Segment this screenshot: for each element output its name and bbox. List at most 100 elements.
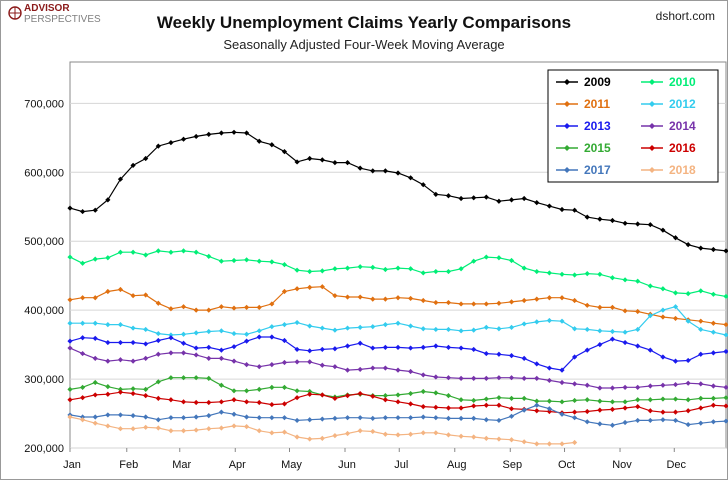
brand-logo: ADVISOR PERSPECTIVES [8, 3, 101, 25]
data-point [546, 295, 552, 301]
data-point [206, 413, 212, 419]
data-point [508, 324, 515, 330]
legend-item-2017: 2017 [556, 163, 611, 177]
data-point [344, 325, 351, 331]
data-point [597, 271, 603, 277]
y-tick-label: 600,000 [24, 167, 64, 179]
data-point [256, 364, 262, 370]
data-point [597, 328, 603, 334]
data-point [193, 399, 199, 406]
data-point [408, 175, 414, 181]
data-point [710, 402, 716, 408]
data-point [307, 323, 313, 329]
series-2009 [67, 129, 728, 254]
data-point [231, 129, 237, 135]
data-point [281, 337, 288, 344]
data-point [521, 321, 527, 327]
data-point [471, 301, 477, 307]
legend: 2009 2010 2011 2012 2013 2014 2015 2016 2017 2018 [547, 69, 719, 183]
data-point [92, 379, 98, 386]
data-point [672, 290, 679, 296]
data-point [130, 426, 136, 432]
data-point [672, 304, 679, 310]
data-point [597, 216, 603, 222]
data-point [180, 375, 187, 381]
data-point [357, 415, 363, 421]
x-tick-label: Nov [612, 459, 632, 471]
data-point [105, 384, 111, 390]
data-point [244, 257, 250, 263]
data-point [269, 324, 275, 330]
brand-tagline: PERSPECTIVES [24, 14, 101, 25]
data-point [433, 268, 439, 275]
data-point [193, 414, 199, 420]
legend-item-2011: 2011 [556, 97, 610, 111]
data-point [546, 377, 552, 384]
data-point [244, 331, 250, 337]
data-point [483, 301, 489, 307]
data-point [256, 386, 262, 393]
data-point [395, 320, 401, 326]
data-point [584, 397, 590, 403]
y-tick-label: 700,000 [24, 98, 64, 110]
data-point [193, 330, 199, 336]
data-point [609, 275, 616, 281]
data-point [647, 383, 653, 389]
data-point [105, 412, 111, 418]
data-point [534, 296, 540, 302]
data-point [408, 368, 414, 375]
x-tick-label: Feb [119, 459, 138, 471]
legend-item-2009: 2009 [556, 75, 611, 89]
data-point [609, 385, 616, 391]
data-point [357, 390, 363, 397]
data-point [647, 283, 653, 289]
data-point [193, 345, 199, 351]
data-point [357, 340, 363, 346]
data-point [206, 399, 212, 406]
data-point [584, 408, 590, 415]
data-point [546, 406, 552, 412]
data-point [546, 317, 552, 324]
data-point [370, 168, 376, 174]
data-point [508, 299, 515, 305]
legend-marker [649, 167, 655, 173]
data-point [685, 421, 691, 428]
data-point [420, 404, 426, 410]
data-point [445, 268, 452, 275]
data-point [685, 408, 691, 414]
data-point [395, 170, 401, 176]
data-point [660, 354, 666, 360]
legend-marker [649, 123, 655, 129]
data-point [572, 381, 578, 387]
data-point [168, 140, 174, 146]
legend-label: 2018 [669, 163, 696, 177]
data-point [433, 430, 439, 436]
data-point [180, 136, 187, 142]
data-point [471, 346, 477, 353]
data-point [685, 380, 691, 386]
data-point [218, 382, 224, 388]
data-point [572, 409, 578, 415]
data-point [281, 149, 288, 155]
data-point [168, 397, 174, 403]
data-point [710, 320, 716, 326]
series-2018 [67, 414, 578, 447]
data-point [206, 426, 212, 432]
data-point [117, 412, 124, 418]
data-point [357, 324, 363, 330]
data-point [281, 262, 288, 268]
data-point [67, 205, 73, 211]
data-point [382, 344, 388, 350]
data-point [105, 197, 111, 203]
data-point [117, 357, 124, 363]
data-point [206, 253, 212, 259]
data-point [433, 343, 439, 349]
data-point [143, 424, 149, 430]
data-point [294, 346, 300, 353]
data-point [433, 415, 439, 421]
data-point [344, 430, 351, 437]
data-point [546, 365, 552, 371]
data-point [710, 395, 716, 401]
data-point [130, 390, 136, 397]
data-point [420, 326, 426, 332]
